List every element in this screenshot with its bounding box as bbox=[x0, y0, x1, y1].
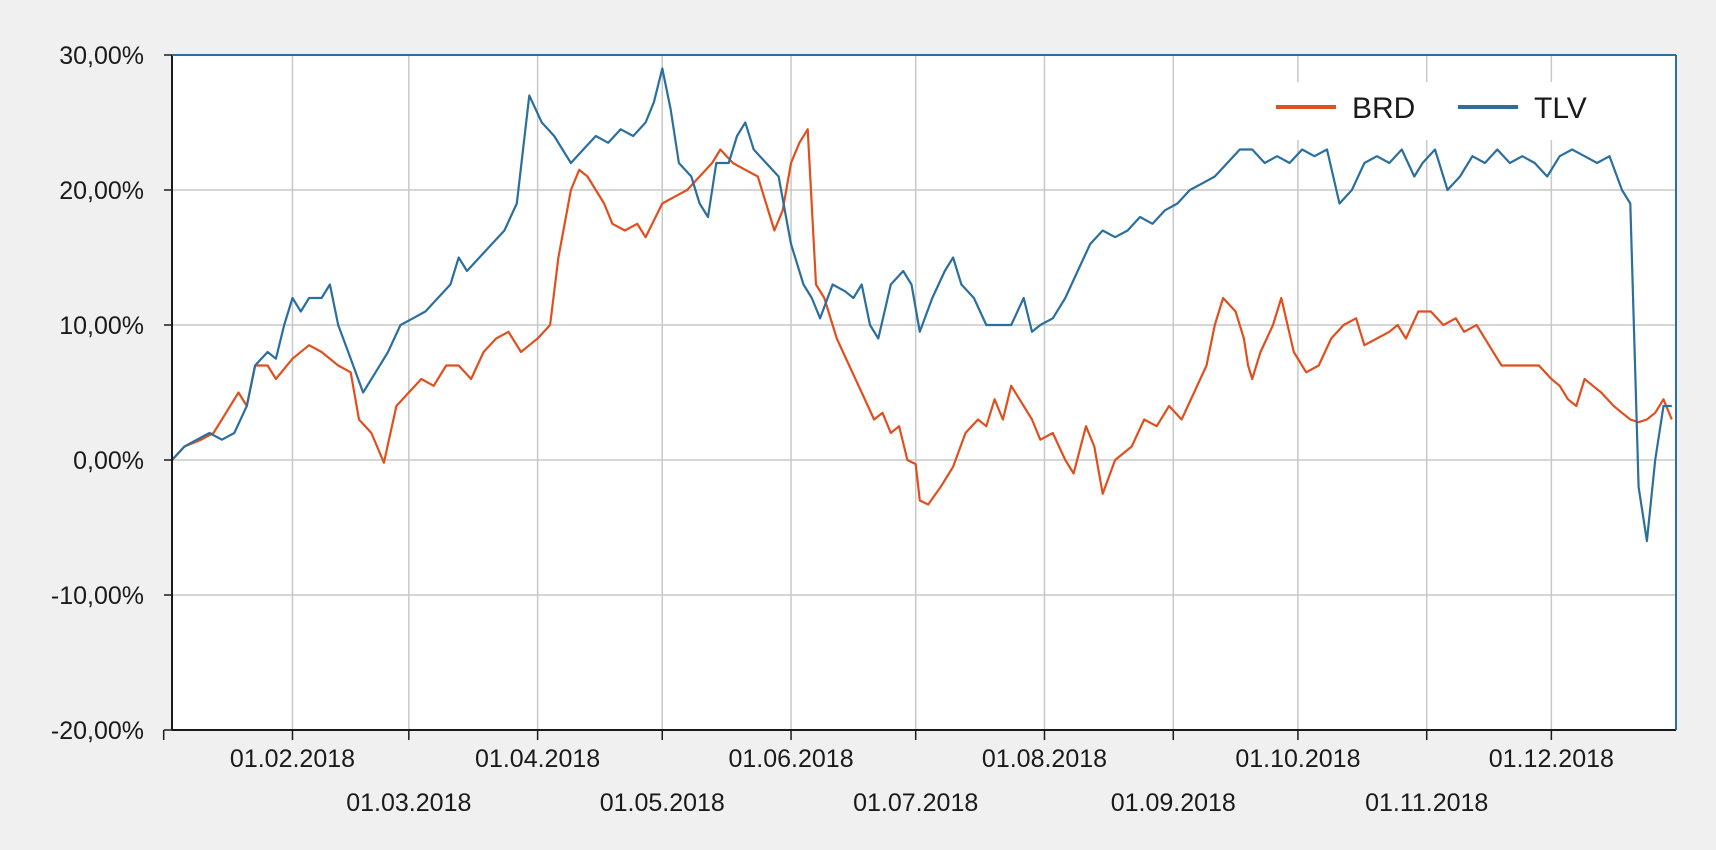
y-tick-label: -10,00% bbox=[51, 582, 144, 610]
x-tick-label: 01.09.2018 bbox=[1111, 789, 1236, 817]
x-tick-label: 01.10.2018 bbox=[1235, 745, 1360, 773]
axes bbox=[162, 54, 1677, 740]
series-line-brd bbox=[171, 128, 1673, 506]
legend: BRD TLV bbox=[1256, 82, 1616, 140]
y-tick-label: 30,00% bbox=[59, 42, 144, 70]
y-tick-label: 20,00% bbox=[59, 177, 144, 205]
tick-labels: 30,00% 20,00% 10,00% 0,00% -10,00% -20,00% 01.… bbox=[51, 42, 1614, 817]
x-tick-label: 01.04.2018 bbox=[475, 745, 600, 773]
x-tick-label: 01.11.2018 bbox=[1365, 789, 1488, 817]
legend-label-brd: BRD bbox=[1352, 92, 1415, 125]
x-tick-label: 01.02.2018 bbox=[230, 745, 355, 773]
x-tick-label: 01.08.2018 bbox=[982, 745, 1107, 773]
x-tick-label: 01.05.2018 bbox=[600, 789, 725, 817]
y-tick-label: 10,00% bbox=[59, 312, 144, 340]
plot-area bbox=[172, 55, 1676, 730]
x-tick-label: 01.06.2018 bbox=[728, 745, 853, 773]
y-tick-label: 0,00% bbox=[73, 447, 144, 475]
y-tick-label: -20,00% bbox=[51, 717, 144, 745]
series-line-tlv bbox=[171, 67, 1672, 543]
legend-background bbox=[1256, 82, 1616, 140]
x-tick-label: 01.03.2018 bbox=[346, 789, 471, 817]
x-tick-label: 01.12.2018 bbox=[1489, 745, 1614, 773]
legend-label-tlv: TLV bbox=[1534, 92, 1587, 125]
x-tick-label: 01.07.2018 bbox=[853, 789, 978, 817]
series-lines bbox=[171, 67, 1673, 543]
